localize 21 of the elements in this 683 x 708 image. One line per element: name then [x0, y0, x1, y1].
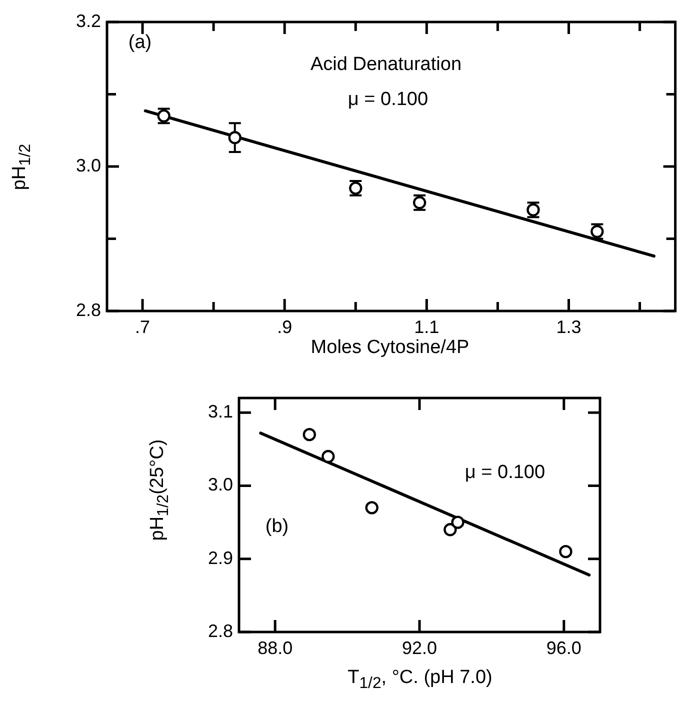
- x-tick-label: .7: [135, 316, 150, 337]
- y-tick-label: 2.8: [208, 620, 233, 641]
- x-tick-label: .9: [277, 316, 292, 337]
- annotation: Acid Denaturation: [310, 54, 462, 76]
- annotation: (a): [128, 32, 152, 54]
- x-tick-label: 92.0: [402, 638, 438, 658]
- y-tick-label: 3.1: [208, 402, 233, 422]
- annotation: μ = 0.100: [348, 89, 428, 111]
- x-axis-title: T$_{1/2}$, °C. (pH 7.0): [348, 667, 492, 693]
- y-tick-label: 3.0: [208, 474, 233, 495]
- y-tick-label: 2.9: [208, 548, 233, 568]
- y-tick-label: 3.2: [76, 10, 101, 31]
- x-axis-title: Moles Cytosine/4P: [310, 337, 470, 359]
- y-tick-label: 3.0: [76, 155, 101, 176]
- x-tick-label: 96.0: [546, 638, 582, 658]
- x-tick-label: 1.1: [414, 316, 440, 337]
- annotation: (b): [265, 516, 289, 538]
- annotation: μ = 0.100: [464, 462, 546, 484]
- y-tick-label: 2.8: [76, 300, 101, 320]
- x-tick-label: 1.3: [556, 316, 582, 337]
- x-tick-label: 88.0: [258, 638, 293, 658]
